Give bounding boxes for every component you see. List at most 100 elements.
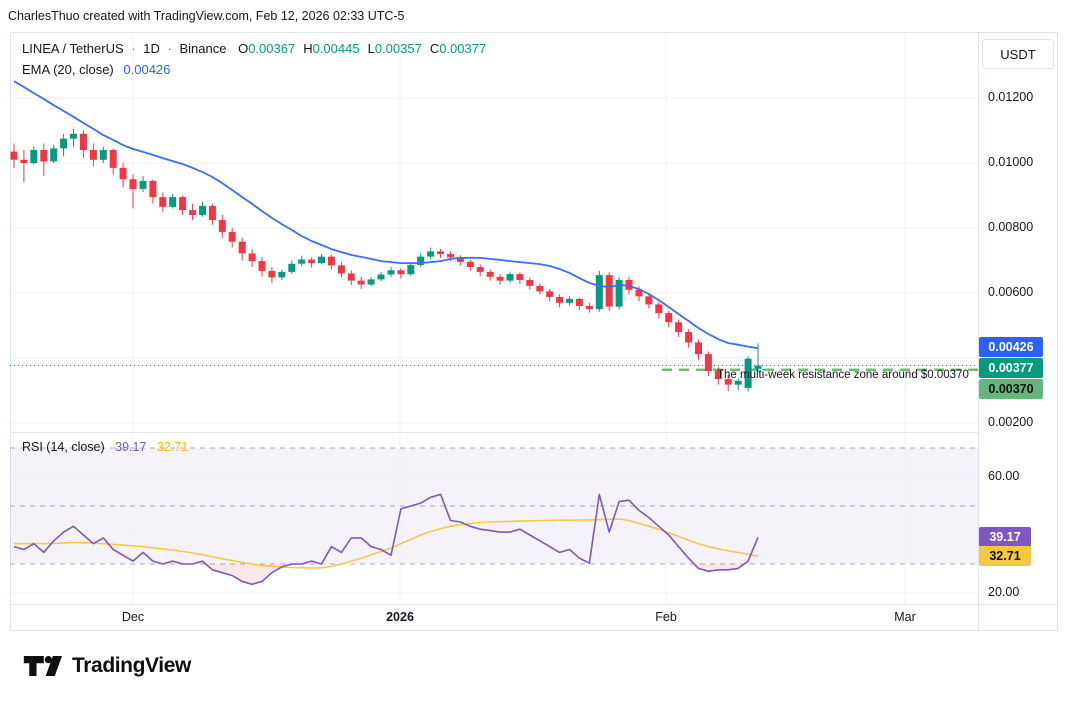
candle-body <box>724 379 732 385</box>
candle-body <box>218 219 226 232</box>
candle-body <box>208 205 216 220</box>
ohlc-item: C0.00377 <box>430 41 486 56</box>
candle-body <box>546 291 554 297</box>
tradingview-logo-icon <box>23 656 62 676</box>
candle-body <box>466 261 474 267</box>
candle-body <box>655 304 663 314</box>
tradingview-logo-text: TradingView <box>72 654 191 677</box>
time-axis-separator <box>10 604 1058 605</box>
rsi-line[interactable] <box>13 493 759 586</box>
tradingview-logo[interactable]: TradingView <box>22 652 191 680</box>
candle-body <box>337 265 345 274</box>
candle-body <box>20 159 28 164</box>
candle-body <box>99 150 107 160</box>
legend-separator: · <box>167 41 172 56</box>
rsi-ma-line[interactable] <box>14 518 759 569</box>
rsi-ma-value: 32.71 <box>156 440 189 454</box>
price-axis-label: 0.00200 <box>988 415 1034 429</box>
candle-body <box>199 205 206 215</box>
candle-body <box>169 197 177 207</box>
candle-body <box>357 280 365 285</box>
rsi-axis-label: 60.00 <box>988 469 1020 483</box>
rsi-oversold-fill <box>14 564 758 585</box>
candle-body <box>149 180 157 198</box>
candle-body <box>486 271 494 277</box>
candle-body <box>248 253 256 262</box>
rsi-axis-badge: 32.71 <box>979 546 1031 567</box>
candle-body <box>278 271 286 278</box>
price-axis-separator <box>978 32 979 631</box>
candle-body <box>89 150 97 160</box>
candle-body <box>228 231 236 242</box>
candle-body <box>288 263 296 272</box>
candle-body <box>566 298 573 303</box>
candle-body <box>585 306 593 310</box>
chart-widget <box>10 32 1058 631</box>
candle-body <box>744 358 752 388</box>
ohlc-item: O0.00367 <box>238 41 295 56</box>
candle-body <box>645 296 653 305</box>
candle-body <box>109 150 117 168</box>
pane-separator[interactable] <box>10 432 978 433</box>
candle-body <box>159 197 167 207</box>
attribution-text: CharlesThuo created with TradingView.com… <box>8 9 405 23</box>
time-axis-label[interactable]: Feb <box>655 610 677 624</box>
candle-body <box>318 256 325 264</box>
candle-body <box>625 280 633 290</box>
ohlc-item: H0.00445 <box>303 41 359 56</box>
candle-body <box>536 285 544 292</box>
ohlc-letter: H <box>303 41 313 56</box>
price-axis-label: 0.01000 <box>988 155 1034 169</box>
candle-body <box>367 279 375 285</box>
ohlc-item: L0.00357 <box>368 41 422 56</box>
candle-body <box>119 167 127 180</box>
candle-body <box>496 276 504 281</box>
ema-value: 0.00426 <box>123 62 171 77</box>
candle-body <box>665 313 673 323</box>
ema-legend[interactable]: EMA (20, close) 0.00426 <box>22 62 170 77</box>
candle-body <box>238 241 246 254</box>
legend-separator: · <box>131 41 136 56</box>
resistance-annotation[interactable]: The multi-week resistance zone around $0… <box>717 369 969 381</box>
exchange-label: Binance <box>179 41 227 56</box>
ema-line[interactable] <box>13 80 759 350</box>
candle-body <box>695 342 702 355</box>
candle-body <box>10 151 18 160</box>
price-axis-badge: 0.00370 <box>979 379 1043 399</box>
rsi-axis-badge: 39.17 <box>979 527 1031 548</box>
candle-body <box>347 273 355 281</box>
ohlc-letter: L <box>367 41 375 56</box>
symbol-legend[interactable]: LINEA / TetherUS · 1D · Binance O0.00367… <box>22 41 486 56</box>
time-axis-label[interactable]: Dec <box>121 610 145 624</box>
candle-body <box>556 296 564 303</box>
candle-body <box>575 298 583 306</box>
candle-body <box>258 261 266 271</box>
currency-button[interactable]: USDT <box>982 39 1054 69</box>
chart-canvas[interactable] <box>10 32 978 605</box>
candle-body <box>685 332 693 343</box>
candle-body <box>516 274 524 280</box>
rsi-axis-label: 20.00 <box>988 585 1020 599</box>
price-axis-badge: 0.00426 <box>979 337 1043 357</box>
candle-body <box>635 289 643 297</box>
candle-body <box>179 197 187 211</box>
candle-body <box>30 150 38 163</box>
ohlc-values: O0.00367 H0.00445 L0.00357 C0.00377 <box>230 41 486 56</box>
ohlc-value: 0.00367 <box>248 41 296 56</box>
candle-body <box>79 133 87 151</box>
candle-body <box>70 133 77 139</box>
ohlc-value: 0.00445 <box>312 41 360 56</box>
candle-body <box>714 371 722 380</box>
time-axis-label[interactable]: Mar <box>894 610 916 624</box>
candle-body <box>734 380 742 385</box>
candle-body <box>506 274 514 281</box>
candle-body <box>298 259 306 264</box>
candle-body <box>417 256 425 265</box>
rsi-legend[interactable]: RSI (14, close) 39.17 32.71 <box>22 440 188 454</box>
candle-body <box>754 365 762 369</box>
candle-body <box>40 150 48 162</box>
candle-body <box>129 179 137 190</box>
time-axis-label[interactable]: 2026 <box>386 610 414 624</box>
candle-body <box>427 251 435 257</box>
symbol-name: LINEA / TetherUS <box>22 41 124 56</box>
